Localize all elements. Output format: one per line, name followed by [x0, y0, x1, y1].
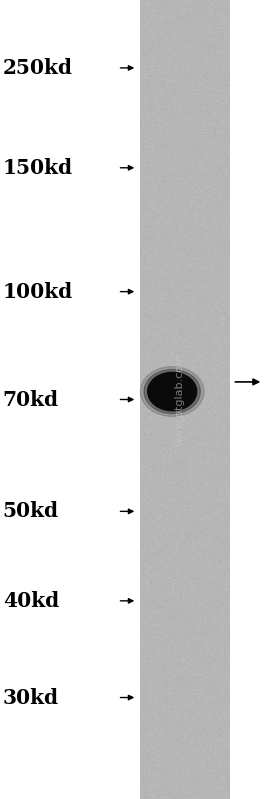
- Ellipse shape: [144, 369, 200, 414]
- Text: www.ptglab.com: www.ptglab.com: [174, 353, 184, 446]
- Text: 30kd: 30kd: [3, 687, 59, 708]
- Text: 250kd: 250kd: [3, 58, 73, 78]
- Text: 100kd: 100kd: [3, 281, 73, 302]
- Text: 150kd: 150kd: [3, 157, 73, 178]
- Ellipse shape: [140, 367, 204, 416]
- Text: 50kd: 50kd: [3, 501, 59, 522]
- Ellipse shape: [148, 372, 197, 411]
- Text: 40kd: 40kd: [3, 590, 59, 611]
- Text: 70kd: 70kd: [3, 389, 59, 410]
